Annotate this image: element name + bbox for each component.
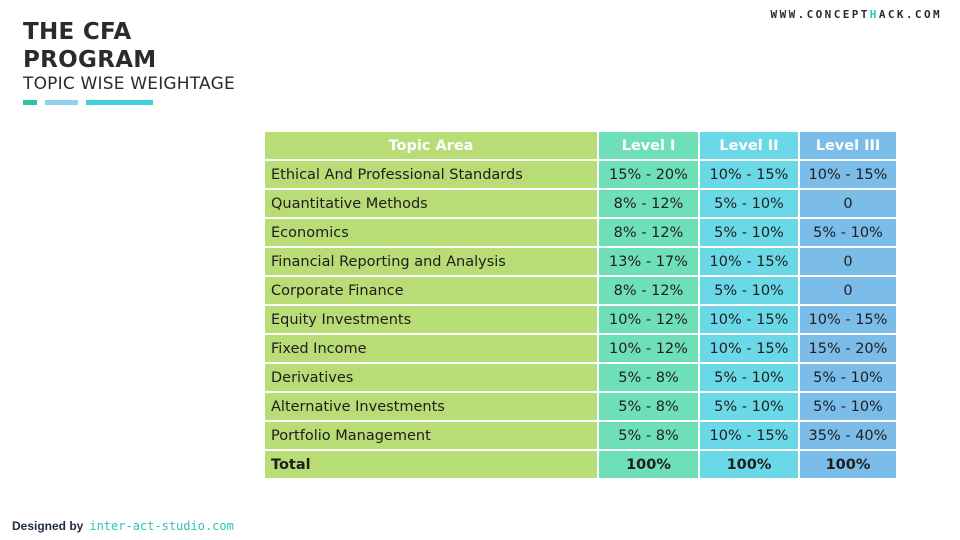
total-level-3: 100% [798, 449, 898, 480]
cell-level-2: 5% - 10% [698, 275, 800, 306]
table-row: Ethical And Professional Standards 15% -… [263, 159, 898, 190]
cell-topic: Alternative Investments [263, 391, 599, 422]
designer-studio-link[interactable]: inter-act-studio.com [89, 519, 234, 533]
cell-level-1: 8% - 12% [597, 275, 700, 306]
table-row: Derivatives 5% - 8% 5% - 10% 5% - 10% [263, 362, 898, 393]
table-row: Economics 8% - 12% 5% - 10% 5% - 10% [263, 217, 898, 248]
table-header-row: Topic Area Level I Level II Level III [263, 130, 898, 161]
cell-level-2: 10% - 15% [698, 159, 800, 190]
total-level-1: 100% [597, 449, 700, 480]
cell-level-1: 8% - 12% [597, 188, 700, 219]
cell-topic: Derivatives [263, 362, 599, 393]
cell-topic: Portfolio Management [263, 420, 599, 451]
accent-bar-1 [23, 100, 37, 105]
website-suffix: ACK.COM [878, 8, 942, 21]
header-topic-area: Topic Area [263, 130, 599, 161]
cell-topic: Economics [263, 217, 599, 248]
table-row: Financial Reporting and Analysis 13% - 1… [263, 246, 898, 277]
cell-level-2: 10% - 15% [698, 304, 800, 335]
website-url[interactable]: WWW.CONCEPTHACK.COM [771, 8, 942, 21]
table-total-row: Total 100% 100% 100% [263, 449, 898, 480]
cell-topic: Equity Investments [263, 304, 599, 335]
table-row: Quantitative Methods 8% - 12% 5% - 10% 0 [263, 188, 898, 219]
cell-level-2: 10% - 15% [698, 333, 800, 364]
accent-bar-3 [86, 100, 153, 105]
total-label: Total [263, 449, 599, 480]
cell-topic: Fixed Income [263, 333, 599, 364]
cell-level-1: 5% - 8% [597, 420, 700, 451]
slide-title: THE CFA PROGRAM [23, 18, 157, 74]
website-prefix: WWW.CONCEPT [770, 8, 870, 21]
designer-label: Designed by [12, 519, 84, 533]
cell-level-1: 8% - 12% [597, 217, 700, 248]
cell-level-3: 35% - 40% [798, 420, 898, 451]
title-line-1: THE CFA [23, 19, 132, 45]
cell-level-3: 5% - 10% [798, 217, 898, 248]
cell-topic: Quantitative Methods [263, 188, 599, 219]
table-row: Fixed Income 10% - 12% 10% - 15% 15% - 2… [263, 333, 898, 364]
table-row: Equity Investments 10% - 12% 10% - 15% 1… [263, 304, 898, 335]
cell-level-1: 10% - 12% [597, 333, 700, 364]
cell-level-2: 5% - 10% [698, 391, 800, 422]
slide-subtitle: TOPIC WISE WEIGHTAGE [23, 74, 235, 94]
website-accent: H [869, 8, 879, 21]
cell-level-3: 10% - 15% [798, 159, 898, 190]
cell-level-1: 15% - 20% [597, 159, 700, 190]
cell-level-1: 13% - 17% [597, 246, 700, 277]
table-row: Alternative Investments 5% - 8% 5% - 10%… [263, 391, 898, 422]
accent-bar-2 [45, 100, 78, 105]
cell-level-2: 5% - 10% [698, 362, 800, 393]
cell-level-3: 0 [798, 246, 898, 277]
table-row: Portfolio Management 5% - 8% 10% - 15% 3… [263, 420, 898, 451]
cell-level-3: 5% - 10% [798, 391, 898, 422]
cell-topic: Ethical And Professional Standards [263, 159, 599, 190]
designer-credit: Designed by inter-act-studio.com [12, 519, 234, 533]
cell-topic: Corporate Finance [263, 275, 599, 306]
cell-topic: Financial Reporting and Analysis [263, 246, 599, 277]
cell-level-3: 0 [798, 188, 898, 219]
cell-level-2: 5% - 10% [698, 217, 800, 248]
cell-level-2: 10% - 15% [698, 246, 800, 277]
cell-level-1: 5% - 8% [597, 391, 700, 422]
title-line-2: PROGRAM [23, 47, 157, 73]
cell-level-1: 10% - 12% [597, 304, 700, 335]
cell-level-3: 0 [798, 275, 898, 306]
weightage-table: Topic Area Level I Level II Level III Et… [263, 130, 898, 480]
cell-level-2: 5% - 10% [698, 188, 800, 219]
cell-level-2: 10% - 15% [698, 420, 800, 451]
cell-level-1: 5% - 8% [597, 362, 700, 393]
cell-level-3: 5% - 10% [798, 362, 898, 393]
cell-level-3: 10% - 15% [798, 304, 898, 335]
total-level-2: 100% [698, 449, 800, 480]
header-level-3: Level III [798, 130, 898, 161]
cell-level-3: 15% - 20% [798, 333, 898, 364]
table-row: Corporate Finance 8% - 12% 5% - 10% 0 [263, 275, 898, 306]
header-level-2: Level II [698, 130, 800, 161]
header-level-1: Level I [597, 130, 700, 161]
